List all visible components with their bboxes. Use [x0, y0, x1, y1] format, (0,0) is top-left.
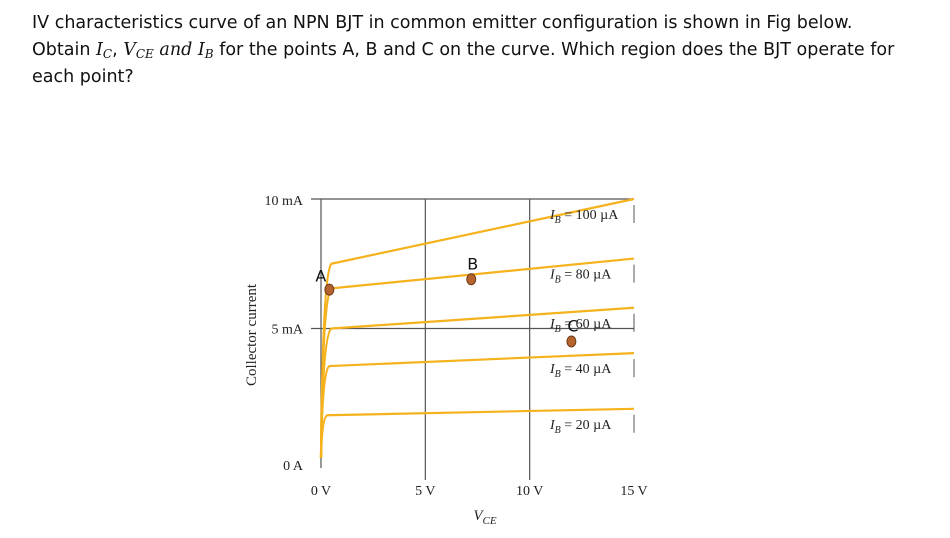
series-label-value: = 100 µA [561, 208, 619, 223]
series-label-2: IB = 60 µA [549, 317, 612, 335]
series-label-subscript: B [555, 425, 561, 436]
series-label-symbol: I [549, 268, 556, 283]
x-axis-label-main: V [473, 508, 484, 524]
y-tick-label-10: 10 mA [265, 194, 304, 209]
symbol-vce-main: V [123, 40, 136, 60]
series-label-symbol: I [549, 208, 556, 223]
x-tick-label-5: 5 V [415, 484, 435, 499]
question-line-2: Obtain IC, VCE and IB for the points A, … [32, 37, 942, 64]
y-tick-label-0: 0 A [283, 459, 304, 474]
series-label-4: IB = 20 µA [549, 418, 612, 436]
question-text: IV characteristics curve of an NPN BJT i… [32, 10, 942, 91]
series-label-1: IB = 80 µA [549, 268, 612, 286]
curve-ib-4 [319, 407, 635, 459]
series-label-symbol: I [549, 418, 556, 433]
series-label-value: = 60 µA [561, 317, 612, 332]
question-comma: , [112, 40, 124, 60]
point-label-A: A [315, 267, 326, 286]
series-label-subscript: B [555, 369, 561, 380]
symbol-vce-sub: CE [135, 47, 154, 61]
series-label-value: = 80 µA [561, 268, 612, 283]
point-B [466, 273, 477, 286]
symbol-ic-main: I [95, 40, 103, 60]
question-and: and [153, 40, 198, 60]
question-line-3: each point? [32, 67, 134, 87]
series-label-0: IB = 100 µA [549, 208, 619, 226]
symbol-ib-main: I [197, 40, 205, 60]
x-axis-label: VCE [473, 508, 497, 527]
series-label-subscript: B [555, 215, 561, 226]
x-axis-label-sub: CE [483, 515, 497, 527]
question-line-2-start: Obtain [32, 40, 96, 60]
x-tick-label-0: 0 V [311, 484, 331, 499]
point-C [566, 335, 577, 348]
series-label-value: = 20 µA [561, 418, 612, 433]
point-label-B: B [467, 254, 478, 273]
symbol-ib: IB [198, 40, 214, 60]
question-line-1: IV characteristics curve of an NPN BJT i… [32, 13, 853, 33]
x-tick-label-15: 15 V [620, 484, 647, 499]
symbol-vce: VCE [123, 40, 154, 60]
point-label-C: C [567, 316, 578, 335]
point-A [324, 283, 335, 296]
symbol-ib-sub: B [204, 47, 214, 61]
y-tick-label-5: 5 mA [272, 323, 304, 338]
question-line-2-end: for the points A, B and C on the curve. … [213, 40, 895, 60]
symbol-ic: IC [96, 40, 112, 60]
y-axis-label: Collector current [244, 283, 260, 386]
series-label-value: = 40 µA [561, 362, 612, 377]
series-label-subscript: B [555, 324, 561, 335]
series-label-subscript: B [555, 275, 561, 286]
series-label-3: IB = 40 µA [549, 362, 612, 380]
symbol-ic-sub: C [102, 47, 113, 61]
x-tick-label-10: 10 V [516, 484, 543, 499]
series-label-symbol: I [549, 362, 556, 377]
series-label-symbol: I [549, 317, 556, 332]
